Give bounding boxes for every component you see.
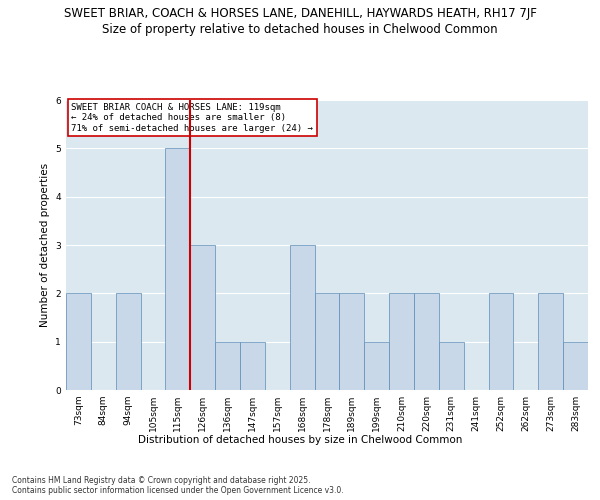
Y-axis label: Number of detached properties: Number of detached properties [40, 163, 50, 327]
Bar [439, 342, 464, 390]
Text: SWEET BRIAR COACH & HORSES LANE: 119sqm
← 24% of detached houses are smaller (8): SWEET BRIAR COACH & HORSES LANE: 119sqm … [71, 103, 313, 132]
Bar [215, 342, 240, 390]
Bar [190, 245, 215, 390]
Bar [488, 294, 514, 390]
Text: SWEET BRIAR, COACH & HORSES LANE, DANEHILL, HAYWARDS HEATH, RH17 7JF: SWEET BRIAR, COACH & HORSES LANE, DANEHI… [64, 8, 536, 20]
Bar [290, 245, 314, 390]
Bar [538, 294, 563, 390]
Bar [389, 294, 414, 390]
Text: Contains HM Land Registry data © Crown copyright and database right 2025.
Contai: Contains HM Land Registry data © Crown c… [12, 476, 344, 495]
Bar [563, 342, 588, 390]
Bar [364, 342, 389, 390]
Text: Size of property relative to detached houses in Chelwood Common: Size of property relative to detached ho… [102, 22, 498, 36]
Bar [240, 342, 265, 390]
Bar [314, 294, 340, 390]
Bar [166, 148, 190, 390]
Bar [414, 294, 439, 390]
Text: Distribution of detached houses by size in Chelwood Common: Distribution of detached houses by size … [138, 435, 462, 445]
Bar [66, 294, 91, 390]
Bar [116, 294, 140, 390]
Bar [340, 294, 364, 390]
